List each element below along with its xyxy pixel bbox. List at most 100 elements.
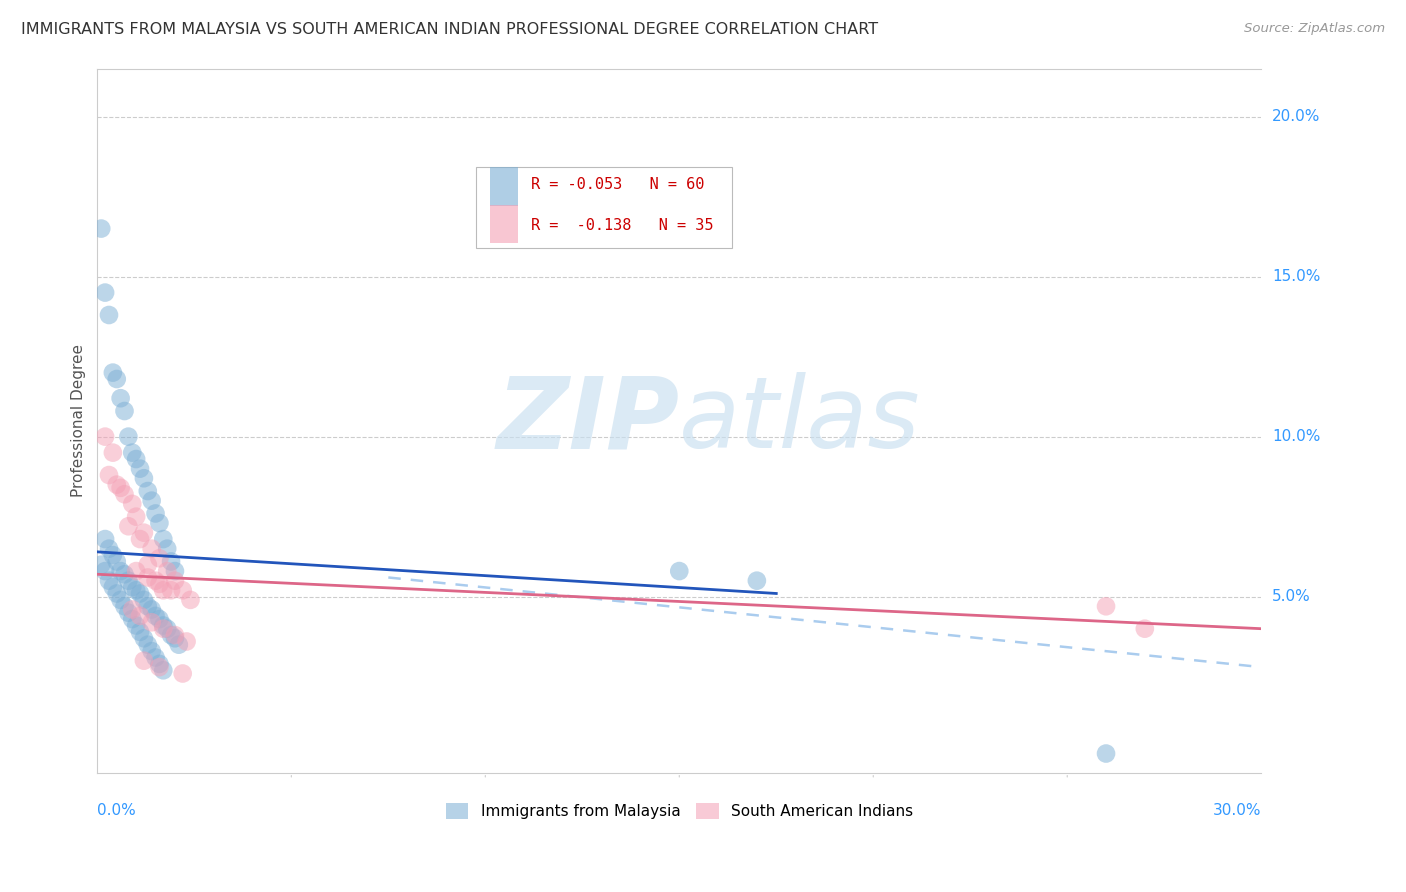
Text: 20.0%: 20.0%: [1272, 109, 1320, 124]
Text: 30.0%: 30.0%: [1213, 804, 1261, 818]
Legend: Immigrants from Malaysia, South American Indians: Immigrants from Malaysia, South American…: [440, 797, 920, 825]
Point: [141, 644, 163, 658]
Point: [141, 493, 163, 508]
Point: [125, 509, 148, 524]
Text: 0.0%: 0.0%: [97, 804, 136, 818]
Point: [114, 487, 136, 501]
Point: [152, 622, 174, 636]
Point: [148, 612, 170, 626]
Point: [132, 471, 155, 485]
Point: [132, 593, 155, 607]
Point: [125, 583, 148, 598]
Point: [129, 624, 152, 639]
Point: [163, 632, 186, 646]
Point: [132, 632, 155, 646]
Point: [132, 654, 155, 668]
Point: [145, 650, 167, 665]
Point: [145, 507, 167, 521]
Point: [105, 372, 128, 386]
Point: [136, 638, 159, 652]
Point: [129, 532, 152, 546]
Y-axis label: Professional Degree: Professional Degree: [72, 344, 86, 497]
Point: [117, 574, 139, 588]
FancyBboxPatch shape: [489, 168, 517, 206]
Point: [105, 554, 128, 568]
Point: [136, 558, 159, 572]
Point: [117, 429, 139, 443]
Point: [121, 602, 143, 616]
Point: [121, 445, 143, 459]
Point: [148, 551, 170, 566]
Point: [94, 564, 117, 578]
Point: [117, 606, 139, 620]
Point: [156, 541, 179, 556]
Point: [125, 452, 148, 467]
Point: [129, 608, 152, 623]
Text: atlas: atlas: [679, 372, 921, 469]
Text: R =  -0.138   N = 35: R = -0.138 N = 35: [531, 218, 714, 233]
Point: [152, 583, 174, 598]
Point: [136, 599, 159, 614]
Point: [114, 404, 136, 418]
Point: [148, 516, 170, 530]
Point: [136, 484, 159, 499]
Point: [101, 445, 124, 459]
Point: [148, 577, 170, 591]
Text: 10.0%: 10.0%: [1272, 429, 1320, 444]
FancyBboxPatch shape: [475, 167, 731, 248]
Point: [141, 602, 163, 616]
Point: [1133, 622, 1156, 636]
Point: [101, 548, 124, 562]
Point: [98, 574, 121, 588]
Point: [148, 657, 170, 671]
Point: [98, 541, 121, 556]
Point: [114, 567, 136, 582]
Point: [156, 622, 179, 636]
Point: [129, 586, 152, 600]
Point: [172, 666, 194, 681]
Text: 15.0%: 15.0%: [1272, 269, 1320, 284]
Point: [121, 612, 143, 626]
Point: [110, 564, 132, 578]
Point: [121, 580, 143, 594]
Point: [156, 564, 179, 578]
Point: [145, 574, 167, 588]
Point: [98, 468, 121, 483]
Point: [145, 608, 167, 623]
Point: [98, 308, 121, 322]
Point: [160, 554, 183, 568]
Point: [105, 477, 128, 491]
Point: [160, 628, 183, 642]
Point: [110, 593, 132, 607]
Point: [148, 660, 170, 674]
Point: [1095, 747, 1118, 761]
Point: [110, 481, 132, 495]
Point: [94, 532, 117, 546]
Point: [179, 593, 201, 607]
Point: [167, 638, 190, 652]
Point: [125, 618, 148, 632]
Point: [129, 461, 152, 475]
Text: R = -0.053   N = 60: R = -0.053 N = 60: [531, 178, 704, 193]
Point: [114, 599, 136, 614]
Point: [101, 366, 124, 380]
Point: [160, 583, 183, 598]
Text: IMMIGRANTS FROM MALAYSIA VS SOUTH AMERICAN INDIAN PROFESSIONAL DEGREE CORRELATIO: IMMIGRANTS FROM MALAYSIA VS SOUTH AMERIC…: [21, 22, 879, 37]
Point: [110, 391, 132, 405]
Point: [141, 615, 163, 630]
Point: [136, 570, 159, 584]
Point: [172, 583, 194, 598]
Point: [163, 564, 186, 578]
Point: [152, 618, 174, 632]
Point: [132, 525, 155, 540]
Point: [163, 574, 186, 588]
Point: [152, 532, 174, 546]
Point: [94, 429, 117, 443]
Point: [176, 634, 198, 648]
Point: [668, 564, 690, 578]
Point: [90, 558, 112, 572]
Text: 5.0%: 5.0%: [1272, 590, 1310, 604]
Text: ZIP: ZIP: [496, 372, 679, 469]
Text: Source: ZipAtlas.com: Source: ZipAtlas.com: [1244, 22, 1385, 36]
FancyBboxPatch shape: [489, 204, 517, 244]
